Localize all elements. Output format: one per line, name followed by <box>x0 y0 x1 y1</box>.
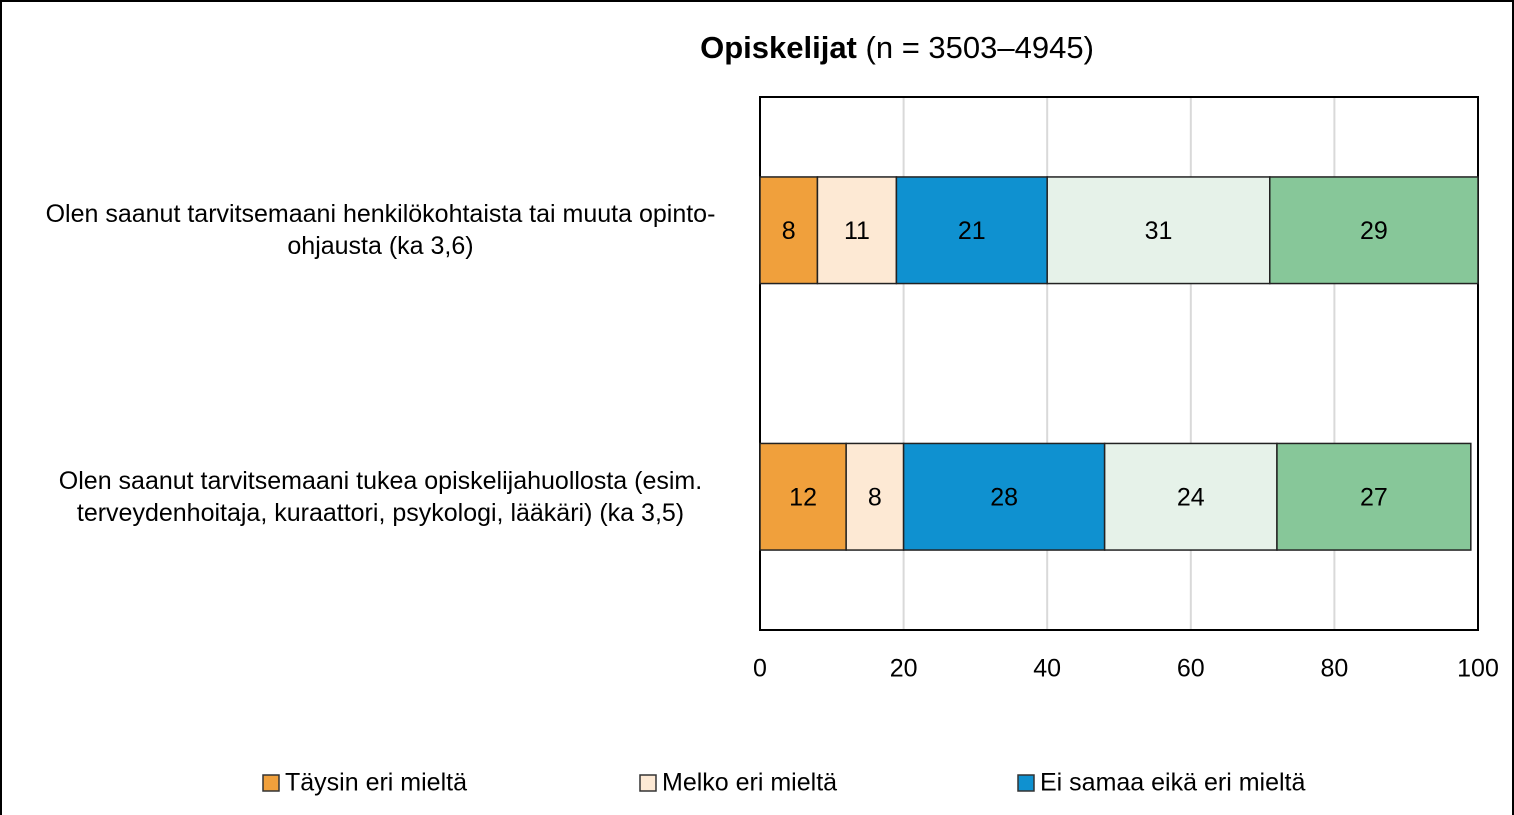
legend-swatch <box>262 774 280 792</box>
x-tick-label: 40 <box>1033 655 1061 683</box>
legend-swatch <box>1017 774 1035 792</box>
data-label: 11 <box>844 217 870 245</box>
bar-segment <box>816 176 898 285</box>
legend-label: Melko eri mieltä <box>662 769 837 797</box>
bar-segment <box>1046 176 1271 285</box>
category-label: Olen saanut tarvitsemaani henkilökohtais… <box>45 200 716 261</box>
bar-segment <box>759 442 847 551</box>
data-label: 31 <box>1145 217 1173 245</box>
data-label: 21 <box>958 217 986 245</box>
data-label: 24 <box>1177 483 1205 511</box>
bar-segment <box>1103 442 1278 551</box>
data-label: 28 <box>990 483 1018 511</box>
category-label-box: Olen saanut tarvitsemaani tukea opiskeli… <box>10 465 728 529</box>
data-label: 8 <box>868 483 882 511</box>
x-tick-label: 80 <box>1320 655 1348 683</box>
bar-segment <box>1269 176 1479 285</box>
bar-segment <box>845 442 905 551</box>
x-tick-label: 0 <box>753 655 767 683</box>
bar-segment <box>759 176 819 285</box>
chart-title: Opiskelijat (n = 3503–4945) <box>700 30 1094 65</box>
x-tick-label: 100 <box>1457 655 1499 683</box>
legend-label: Täysin eri mieltä <box>285 769 467 797</box>
category-label: Olen saanut tarvitsemaani tukea opiskeli… <box>58 466 703 527</box>
bar-segment <box>895 176 1048 285</box>
plot-border <box>759 96 1479 631</box>
x-tick-label: 60 <box>1177 655 1205 683</box>
bar-segment <box>1276 442 1472 551</box>
data-label: 12 <box>789 483 817 511</box>
data-label: 29 <box>1360 217 1388 245</box>
category-label-box: Olen saanut tarvitsemaani henkilökohtais… <box>10 198 728 262</box>
title-sub: (n = 3503–4945) <box>866 30 1094 65</box>
legend-swatch <box>639 774 657 792</box>
x-tick-label: 20 <box>890 655 918 683</box>
data-label: 8 <box>782 217 796 245</box>
legend-label: Ei samaa eikä eri mieltä <box>1040 769 1305 797</box>
bar-segment <box>902 442 1106 551</box>
title-bold: Opiskelijat <box>700 30 857 65</box>
data-label: 27 <box>1360 483 1388 511</box>
